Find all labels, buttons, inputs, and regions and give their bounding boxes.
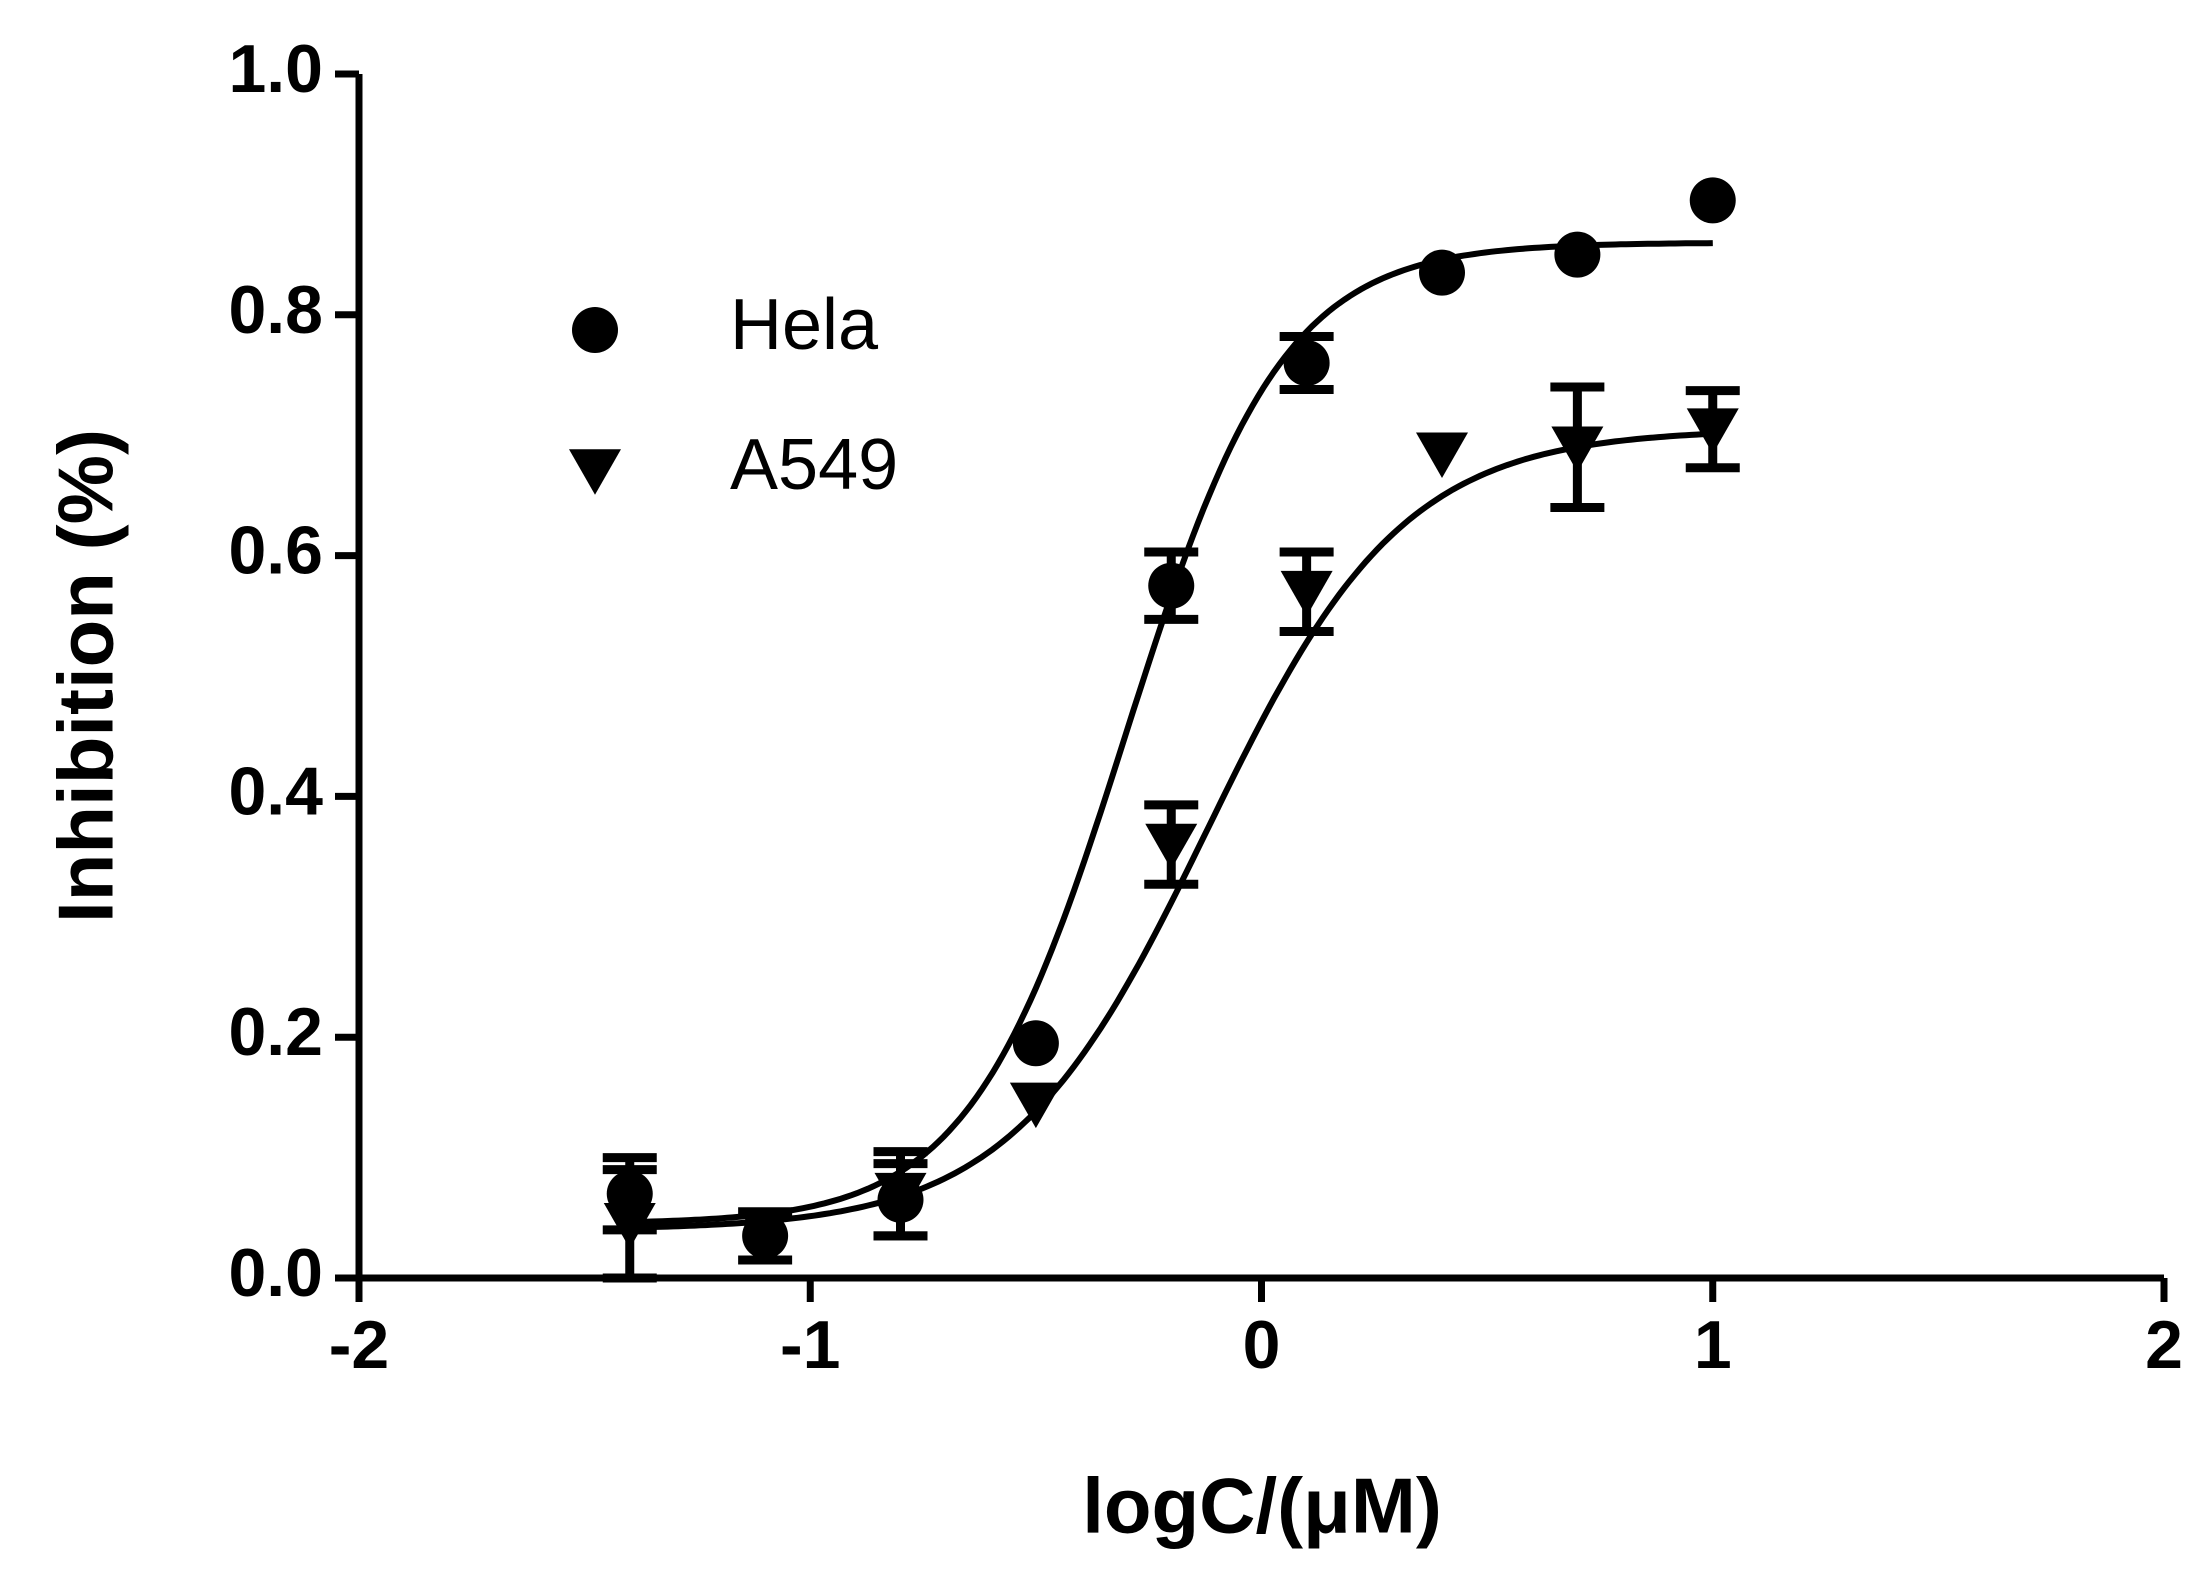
point <box>1554 231 1601 278</box>
y-tick-label: 0.6 <box>228 513 323 589</box>
x-tick-label: -2 <box>329 1307 389 1383</box>
x-tick-label: 1 <box>1694 1307 1732 1383</box>
fit-curve <box>629 430 1713 1231</box>
point <box>874 1172 927 1219</box>
point <box>739 1209 792 1255</box>
point <box>1283 339 1330 386</box>
y-tick-label: 0.8 <box>228 272 323 348</box>
point <box>1012 1020 1059 1067</box>
fit-curve <box>629 240 1713 1226</box>
y-axis-title: Inhibition (%) <box>42 429 130 923</box>
point <box>1145 823 1198 870</box>
point <box>603 1203 656 1249</box>
legend-label: A549 <box>730 425 898 505</box>
x-tick-label: 0 <box>1243 1307 1281 1383</box>
x-tick-label: -1 <box>780 1307 840 1383</box>
point <box>1280 570 1333 617</box>
legend-label: Hela <box>730 285 879 365</box>
y-tick-label: 0.0 <box>228 1235 323 1311</box>
point <box>1689 177 1736 224</box>
x-axis-title: logC/(μM) <box>1082 1462 1442 1550</box>
legend-marker <box>572 307 618 353</box>
point <box>1009 1082 1062 1129</box>
point <box>1148 562 1195 609</box>
x-tick-label: 2 <box>2145 1307 2183 1383</box>
y-tick-label: 1.0 <box>228 31 323 107</box>
point <box>1416 432 1468 478</box>
y-tick-label: 0.4 <box>228 753 323 829</box>
point <box>1551 426 1604 472</box>
point <box>1686 408 1739 454</box>
point <box>1419 249 1465 296</box>
legend-marker <box>569 449 621 495</box>
y-tick-label: 0.2 <box>228 994 323 1070</box>
